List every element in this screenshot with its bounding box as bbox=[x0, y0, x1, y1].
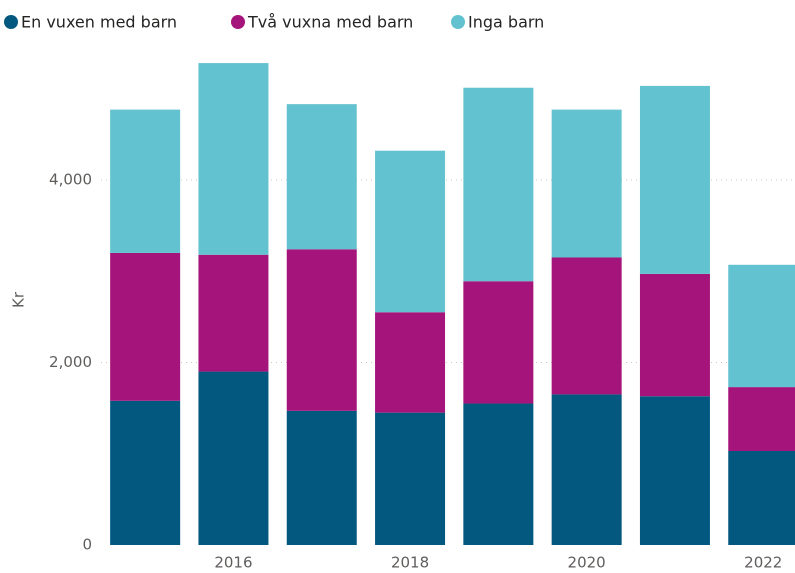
legend-label: Två vuxna med barn bbox=[247, 13, 413, 32]
x-tick-label: 2018 bbox=[391, 554, 429, 572]
bar-segment bbox=[375, 312, 446, 413]
y-tick-label: 0 bbox=[82, 536, 92, 554]
y-axis-label: Kr bbox=[10, 291, 28, 308]
bar-segment bbox=[286, 104, 357, 250]
x-tick-label: 2020 bbox=[568, 554, 606, 572]
bar-segment bbox=[639, 85, 710, 274]
bar-segment bbox=[286, 249, 357, 411]
bar-segment bbox=[463, 403, 534, 545]
bar-segment bbox=[198, 63, 269, 255]
bar-segment bbox=[551, 257, 622, 395]
y-tick-label: 4,000 bbox=[49, 170, 92, 188]
bar-segment bbox=[375, 412, 446, 545]
y-tick-label: 2,000 bbox=[49, 353, 92, 371]
bar-segment bbox=[198, 254, 269, 372]
bar-segment bbox=[728, 387, 795, 451]
bar-segment bbox=[375, 150, 446, 313]
bar-segment bbox=[639, 396, 710, 545]
bar-segment bbox=[286, 410, 357, 545]
legend-label: Inga barn bbox=[468, 13, 544, 32]
x-tick-label: 2016 bbox=[214, 554, 252, 572]
bar-segment bbox=[639, 273, 710, 397]
bar-segment bbox=[728, 450, 795, 545]
legend-marker bbox=[451, 15, 465, 29]
bar-segment bbox=[198, 371, 269, 545]
bar-segment bbox=[110, 109, 181, 253]
legend-marker bbox=[231, 15, 245, 29]
legend-marker bbox=[4, 15, 18, 29]
bar-segment bbox=[110, 252, 181, 401]
x-tick-label: 2022 bbox=[744, 554, 782, 572]
bar-segment bbox=[551, 109, 622, 258]
bar-segment bbox=[551, 394, 622, 545]
bar-segment bbox=[728, 264, 795, 388]
bar-segment bbox=[110, 400, 181, 545]
legend-label: En vuxen med barn bbox=[21, 13, 177, 32]
bar-segment bbox=[463, 87, 534, 282]
bar-segment bbox=[463, 281, 534, 404]
